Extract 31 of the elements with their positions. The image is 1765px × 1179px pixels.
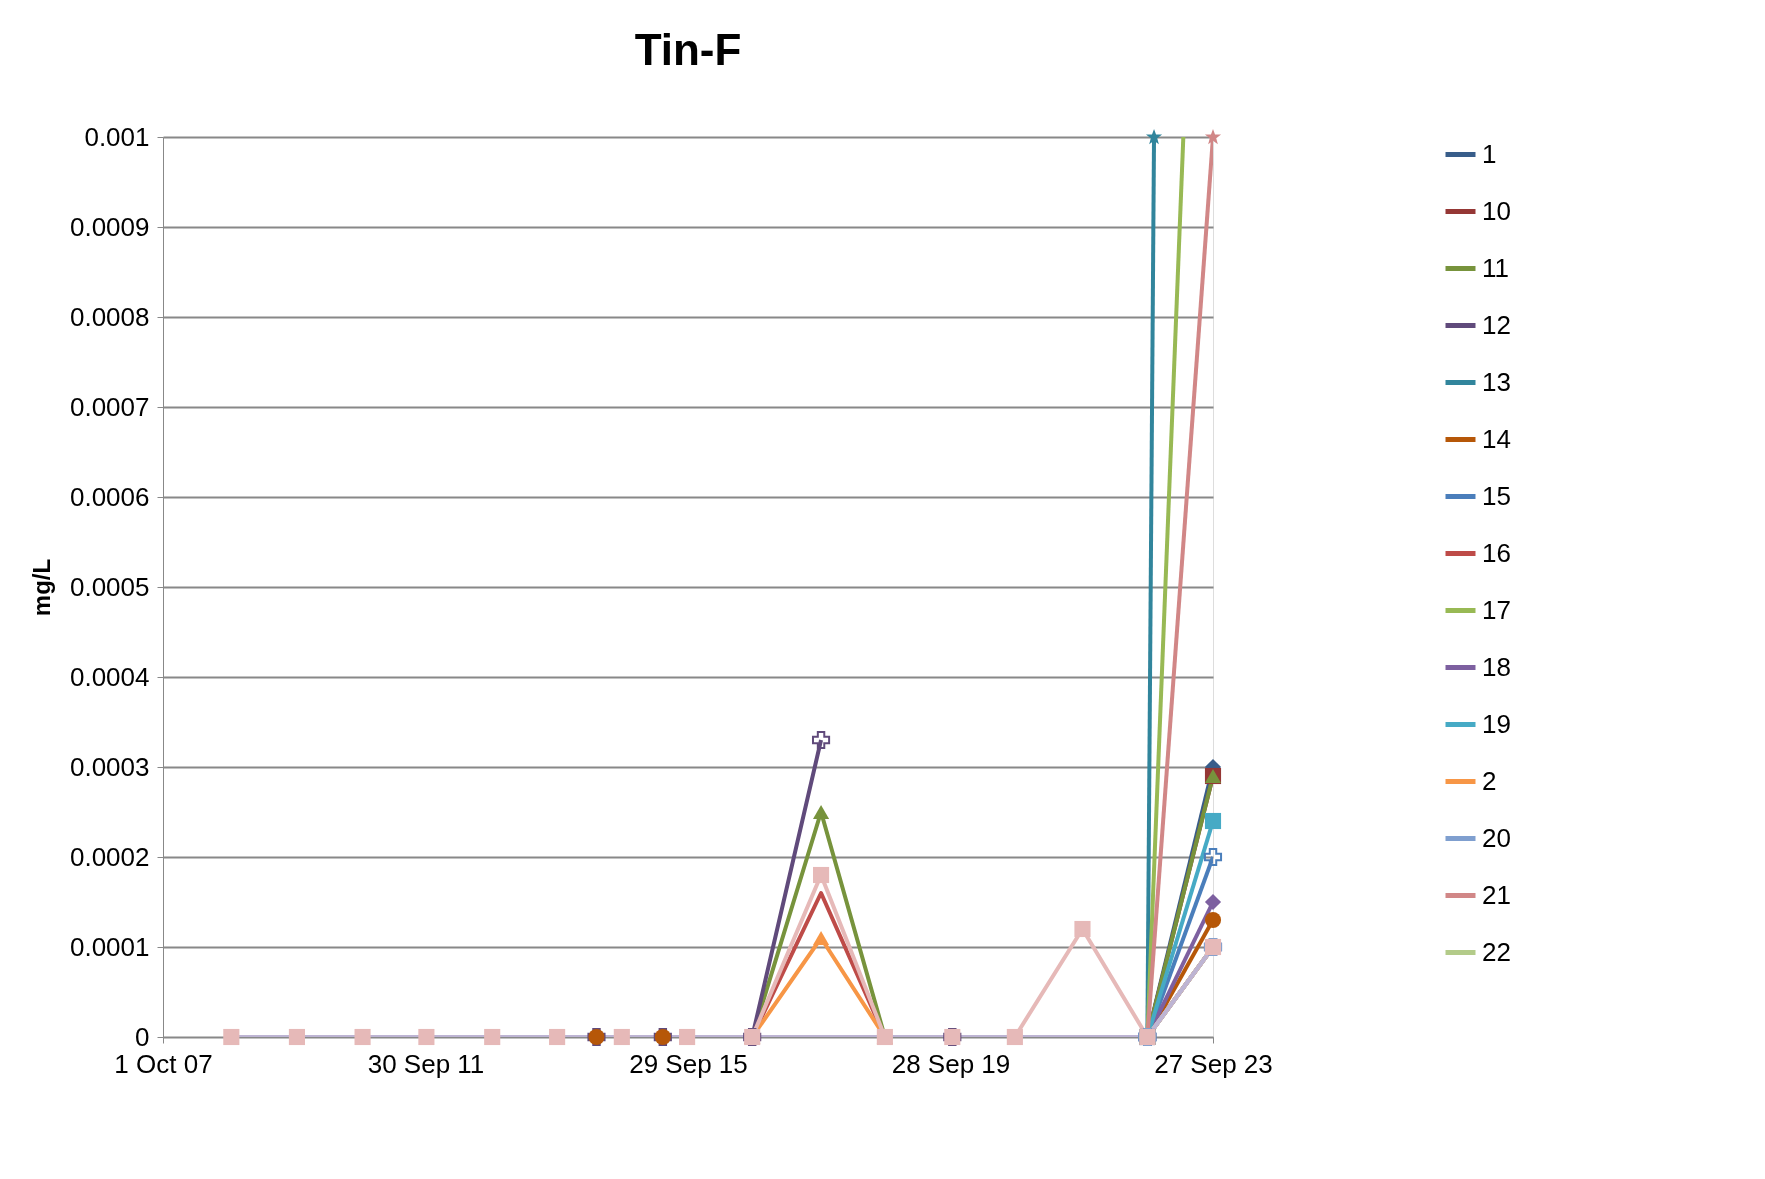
legend-label: 17 (1482, 594, 1511, 625)
legend-label: 22 (1482, 936, 1511, 967)
chart-title: Tin-F (634, 25, 742, 74)
legend-label: 2 (1482, 765, 1497, 796)
legend-label: 10 (1482, 195, 1511, 226)
y-tick-label: 0.0008 (69, 301, 150, 332)
legend-label: 13 (1482, 366, 1511, 397)
legend-label: 20 (1482, 822, 1511, 853)
x-tick-label: 28 Sep 19 (891, 1048, 1011, 1079)
y-tick-label: 0.0006 (69, 481, 150, 512)
y-tick-label: 0.0003 (69, 751, 150, 782)
legend-label: 1 (1482, 138, 1497, 169)
x-tick-label: 29 Sep 15 (629, 1048, 748, 1079)
legend-label: 14 (1482, 423, 1511, 454)
y-tick-label: 0.0007 (69, 391, 150, 422)
y-tick-label: 0.001 (84, 121, 150, 152)
x-tick-label: 30 Sep 11 (367, 1048, 485, 1079)
legend-label: 18 (1482, 651, 1511, 682)
y-tick-label: 0.0001 (69, 931, 150, 962)
legend-label: 12 (1482, 309, 1511, 340)
y-tick-label: 0.0002 (69, 841, 150, 872)
y-tick-label: 0.0005 (69, 571, 150, 602)
legend-label: 15 (1482, 480, 1511, 511)
x-tick-label: 27 Sep 23 (1154, 1048, 1273, 1079)
legend-label: 11 (1482, 252, 1509, 283)
y-tick-label: 0.0009 (69, 211, 150, 242)
legend-label: 21 (1482, 879, 1511, 910)
y-tick-label: 0.0004 (69, 661, 150, 692)
y-axis-title: mg/L (27, 558, 55, 617)
legend-label: 16 (1482, 537, 1511, 568)
legend-label: 19 (1482, 708, 1511, 739)
